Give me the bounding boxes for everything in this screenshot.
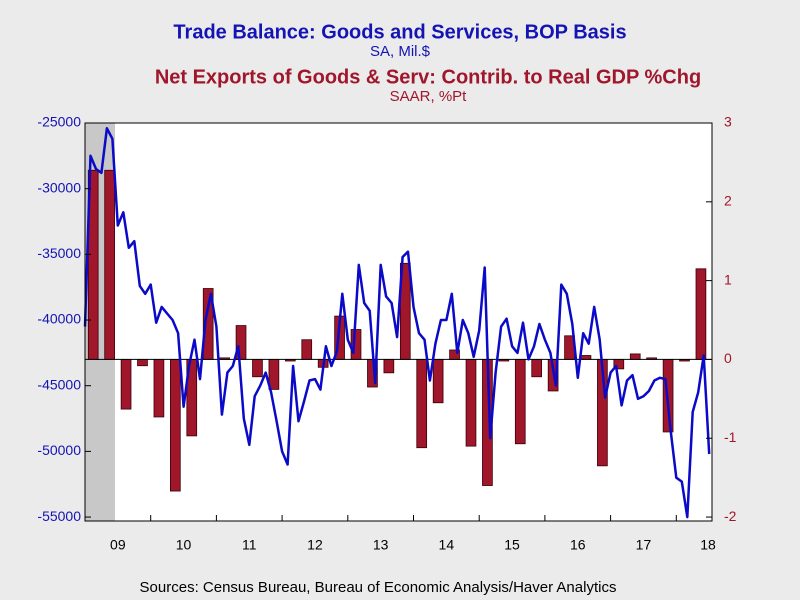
x-tick-label: 11 [242,537,257,553]
bar [104,169,115,360]
x-tick-label: 18 [700,537,716,553]
y-tick-label: -55000 [37,508,81,524]
y2-tick-label: 1 [724,271,732,287]
bar [268,359,280,390]
y-tick-label: -40000 [37,311,81,327]
y-tick-label: -25000 [37,114,81,130]
chart-title-2: Net Exports of Goods & Serv: Contrib. to… [155,66,701,88]
y-tick-label: -45000 [37,376,81,392]
y2-tick-label: 2 [724,193,732,209]
bar [580,355,592,360]
x-tick-label: 14 [439,537,455,553]
plot-frame [84,122,713,522]
y2-tick-label: -2 [724,508,737,524]
x-tick-label: 16 [570,537,586,553]
bar [235,325,247,360]
x-tick-label: 10 [176,537,192,553]
bar [432,359,444,404]
x-tick-label: 15 [504,537,520,553]
bar [514,359,526,445]
bar [120,359,132,410]
bar [301,339,313,360]
bar [153,359,165,418]
chart-subtitle: SA, Mil.$ [370,43,431,60]
bar [383,359,395,374]
bar [629,353,641,360]
bar [137,359,148,367]
y-tick-label: -35000 [37,245,81,261]
bar [531,359,543,378]
bar [695,268,707,360]
chart-subtitle-2: SAAR, %Pt [390,88,468,105]
line [83,127,711,519]
bar [350,329,362,360]
chart-title: Trade Balance: Goods and Services, BOP B… [173,21,626,43]
y2-tick-label: 0 [724,350,732,366]
bar [252,359,263,378]
x-tick-label: 17 [636,537,652,553]
y-tick-label: -50000 [37,442,81,458]
y-tick-label: -30000 [37,179,81,195]
x-tick-label: 13 [373,537,389,553]
x-tick-label: 12 [307,537,323,553]
y2-tick-label: -1 [724,429,737,445]
bar [465,359,477,447]
y2-tick-label: 3 [724,114,732,130]
x-tick-label: 09 [110,537,126,553]
bar [416,359,428,449]
source: Sources: Census Bureau, Bureau of Econom… [140,579,617,596]
bar [170,359,181,492]
